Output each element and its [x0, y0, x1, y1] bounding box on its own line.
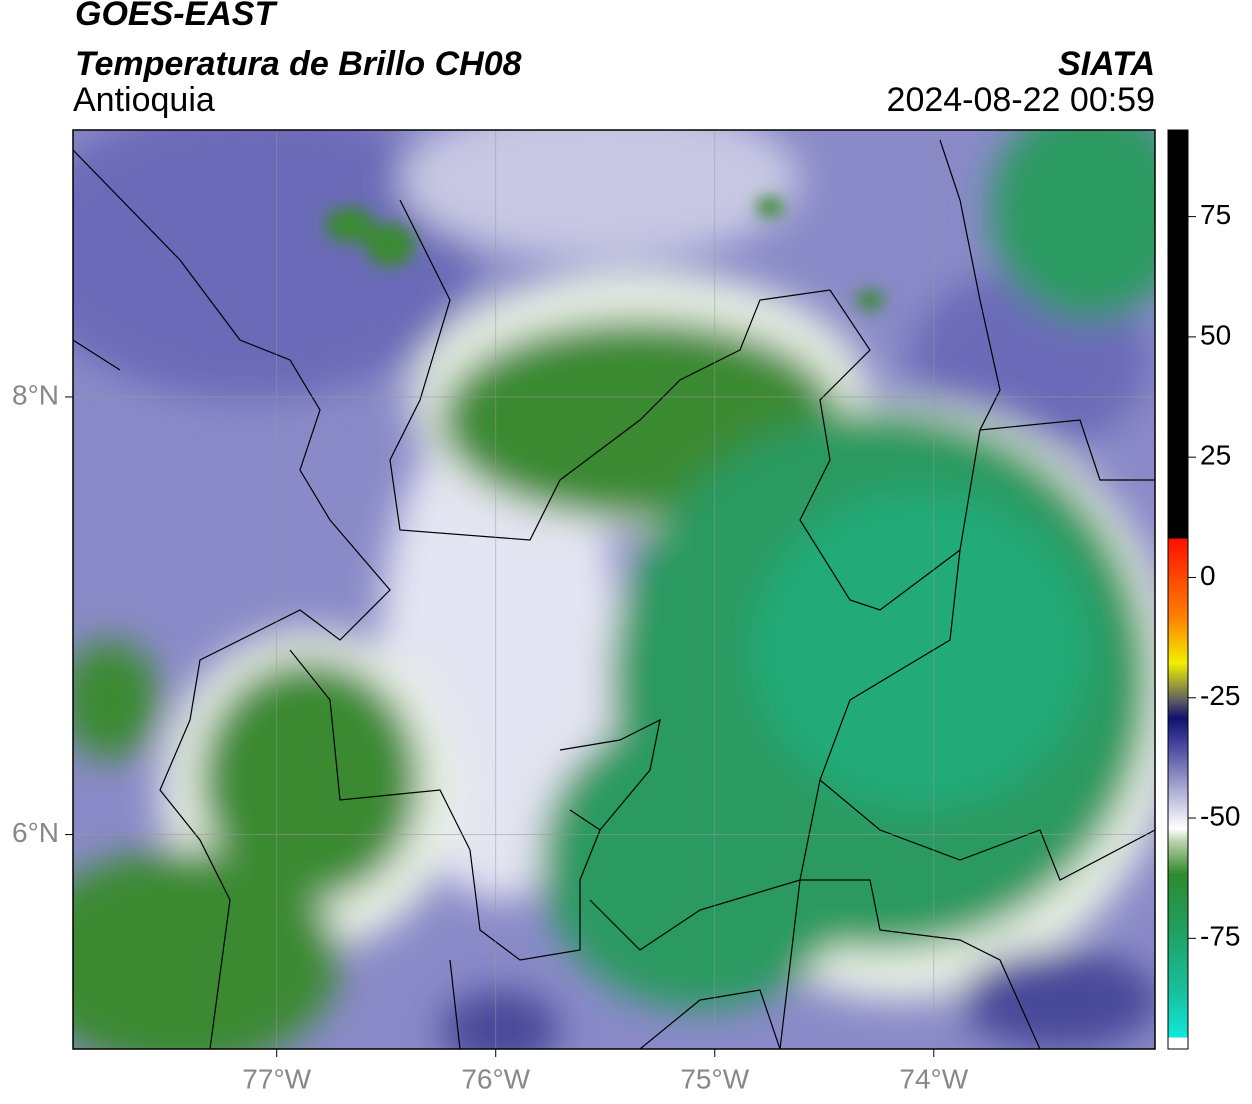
colorbar-tick-label: 25	[1200, 440, 1231, 471]
colorbar-tick-label: 0	[1200, 560, 1216, 591]
region: Antioquia	[73, 81, 215, 119]
colorbar	[1167, 129, 1189, 1050]
datetime: 2024-08-22 00:59	[887, 81, 1155, 119]
colorbar-tick-label: -75	[1200, 921, 1240, 952]
colorbar-tick-label: -50	[1200, 800, 1240, 831]
subtitle: Temperatura de Brillo CH08	[75, 45, 522, 83]
title: GOES-EAST	[75, 0, 278, 33]
lon-tick-label: 76°W	[461, 1063, 530, 1094]
colorbar-tick-label: 75	[1200, 199, 1231, 230]
lon-tick-label: 77°W	[242, 1063, 311, 1094]
colorbar-tick-label: -25	[1200, 680, 1240, 711]
lat-tick-label: 6°N	[12, 817, 59, 848]
source: SIATA	[1058, 45, 1155, 83]
lon-tick-label: 75°W	[680, 1063, 749, 1094]
lat-tick-label: 8°N	[12, 379, 59, 410]
satellite-image	[73, 130, 1155, 1049]
map-frame	[72, 129, 1156, 1050]
lon-tick-label: 74°W	[899, 1063, 968, 1094]
colorbar-tick-label: 50	[1200, 319, 1231, 350]
